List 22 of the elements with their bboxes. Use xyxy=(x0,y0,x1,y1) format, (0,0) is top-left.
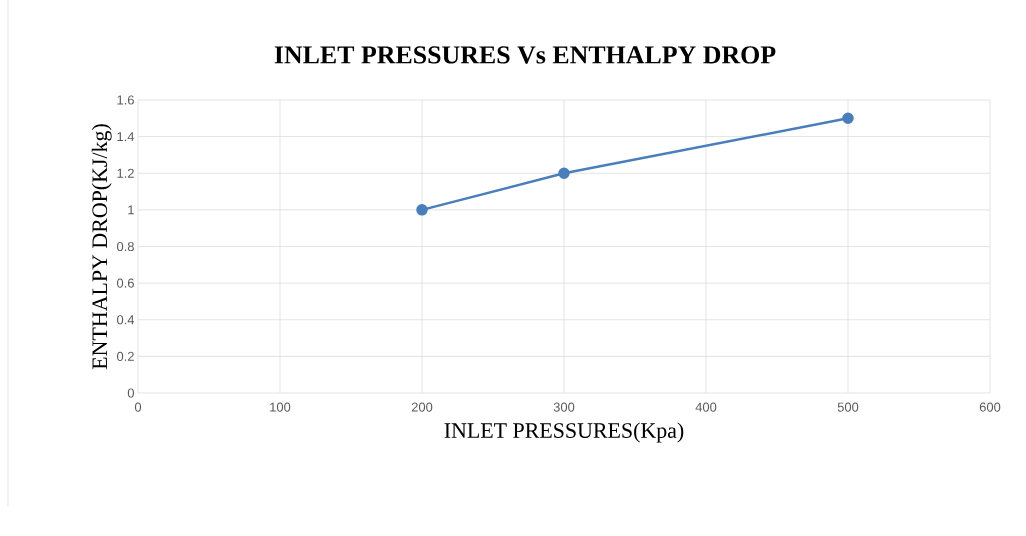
x-tick-label: 600 xyxy=(979,402,1001,412)
y-tick-label: 0.8 xyxy=(116,241,134,252)
point xyxy=(416,204,428,216)
x-tick-label: 200 xyxy=(411,402,433,412)
y-tick-label: 1.4 xyxy=(117,132,135,142)
y-tick-label: 1.6 xyxy=(117,95,134,105)
x-tick-label: 500 xyxy=(837,402,859,412)
x-tick-label: 400 xyxy=(695,402,717,412)
y-tick-label: 0.2 xyxy=(116,351,134,361)
point xyxy=(842,112,854,125)
x-tick-label: 0 xyxy=(134,402,142,412)
x-tick-label: 300 xyxy=(553,402,575,412)
y-tick-label: 0.4 xyxy=(116,315,135,325)
x-tick-label: 100 xyxy=(270,402,291,412)
y-tick-label: 0 xyxy=(127,388,134,398)
y-tick-label: 1 xyxy=(128,205,134,215)
y-tick-label: 0.6 xyxy=(116,278,134,288)
x-axis-title: INLET PRESSURES(Kpa) xyxy=(444,422,684,443)
chart-title: INLET PRESSURES Vs ENTHALPY DROP xyxy=(274,46,776,64)
y-tick-label: 1.2 xyxy=(117,168,134,178)
y-axis-title: ENTHALPY DROP(KJ/kg) xyxy=(91,124,112,370)
point xyxy=(558,167,570,179)
